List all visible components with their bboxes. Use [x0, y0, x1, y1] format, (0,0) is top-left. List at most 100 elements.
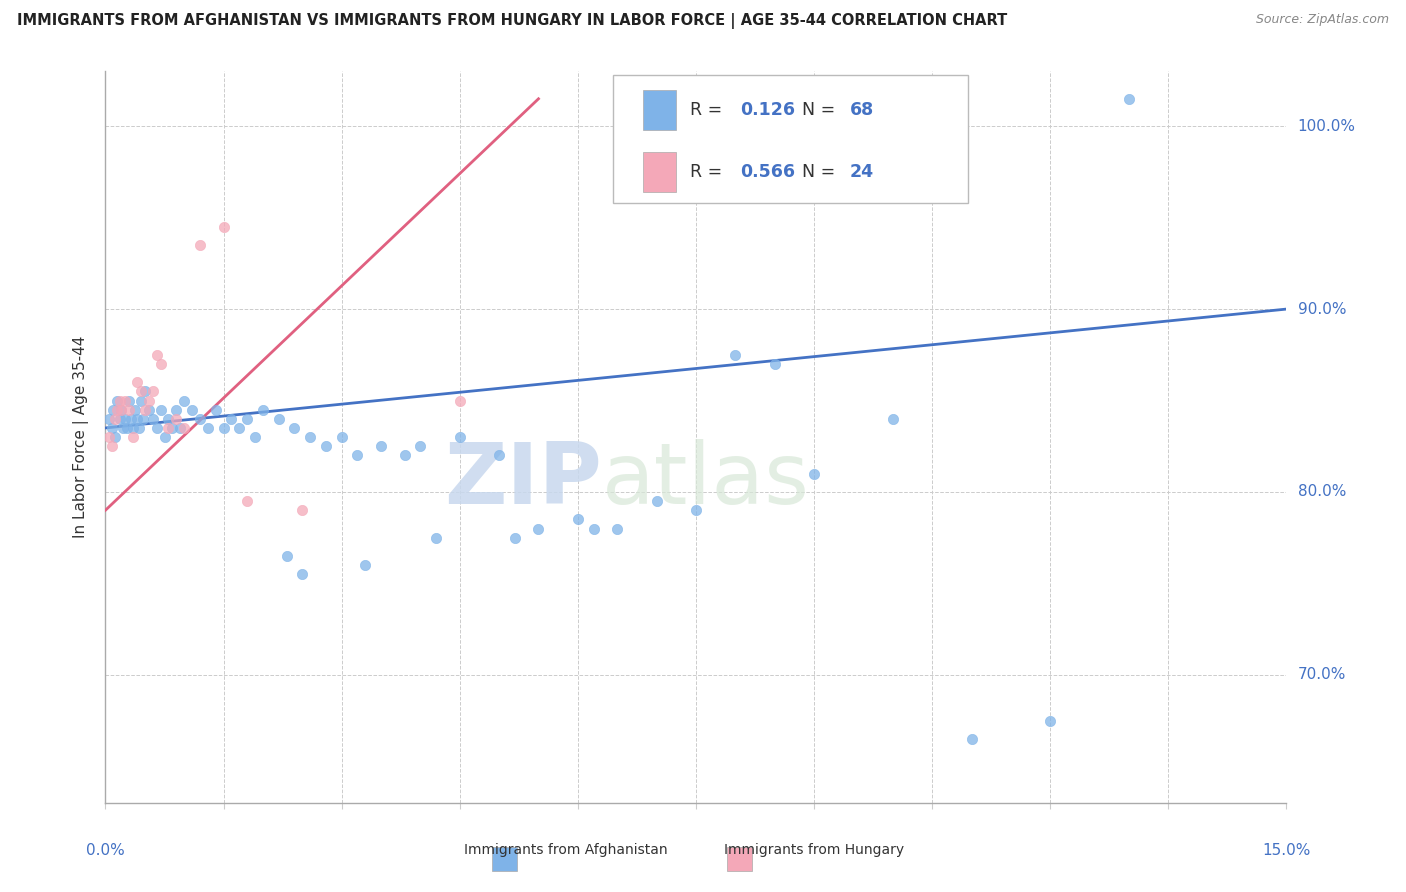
Point [527, 522, 550, 536]
Text: Immigrants from Afghanistan: Immigrants from Afghanistan [464, 843, 668, 857]
Point [125, 412, 148, 426]
Point [134, 384, 156, 399]
Point [165, 402, 187, 417]
Point [117, 421, 139, 435]
Point [145, 348, 167, 362]
Point [122, 421, 145, 435]
Point [763, 357, 786, 371]
Point [503, 531, 526, 545]
Point [108, 393, 131, 408]
Point [236, 494, 259, 508]
Point [315, 439, 337, 453]
Point [243, 430, 266, 444]
Point [267, 412, 290, 426]
Point [449, 393, 471, 408]
Point [104, 430, 127, 444]
Point [1118, 92, 1140, 106]
Text: 0.566: 0.566 [740, 163, 794, 181]
Text: Immigrants from Hungary: Immigrants from Hungary [724, 843, 904, 857]
FancyBboxPatch shape [643, 90, 676, 130]
Point [228, 421, 250, 435]
Point [111, 421, 134, 435]
FancyBboxPatch shape [643, 153, 676, 193]
Point [149, 402, 172, 417]
Point [120, 412, 142, 426]
Point [157, 421, 180, 435]
Point [606, 522, 628, 536]
Point [449, 430, 471, 444]
Point [488, 448, 510, 462]
Point [128, 421, 150, 435]
Point [132, 412, 155, 426]
Point [291, 503, 314, 517]
Point [145, 421, 167, 435]
FancyBboxPatch shape [613, 75, 967, 203]
Point [153, 430, 176, 444]
Point [685, 503, 707, 517]
Text: atlas: atlas [602, 440, 810, 523]
Point [162, 421, 184, 435]
Point [149, 357, 172, 371]
Point [173, 421, 195, 435]
Point [291, 567, 314, 582]
Point [370, 439, 392, 453]
Point [236, 412, 259, 426]
Bar [492, 847, 517, 871]
Point [98, 412, 121, 426]
Text: IMMIGRANTS FROM AFGHANISTAN VS IMMIGRANTS FROM HUNGARY IN LABOR FORCE | AGE 35-4: IMMIGRANTS FROM AFGHANISTAN VS IMMIGRANT… [17, 13, 1007, 29]
Point [882, 412, 904, 426]
Point [299, 430, 322, 444]
Point [100, 421, 122, 435]
Text: R =: R = [690, 101, 728, 120]
Text: N =: N = [803, 101, 841, 120]
Point [138, 402, 160, 417]
Point [567, 512, 589, 526]
Point [346, 448, 368, 462]
Point [204, 402, 226, 417]
Text: 15.0%: 15.0% [1263, 843, 1310, 858]
Point [105, 393, 128, 408]
Text: 24: 24 [849, 163, 873, 181]
Point [276, 549, 298, 563]
Point [98, 430, 121, 444]
Text: 80.0%: 80.0% [1298, 484, 1346, 500]
Point [645, 494, 668, 508]
Point [138, 393, 160, 408]
Point [104, 412, 127, 426]
Point [110, 402, 132, 417]
Point [283, 421, 305, 435]
Point [134, 402, 156, 417]
Point [330, 430, 353, 444]
Point [129, 384, 152, 399]
Point [582, 522, 605, 536]
Text: 90.0%: 90.0% [1298, 301, 1346, 317]
Point [197, 421, 219, 435]
Point [122, 430, 145, 444]
Text: 100.0%: 100.0% [1298, 119, 1355, 134]
Point [188, 412, 211, 426]
Point [118, 393, 141, 408]
Bar [727, 847, 752, 871]
Point [142, 384, 165, 399]
Point [181, 402, 204, 417]
Point [425, 531, 447, 545]
Text: Source: ZipAtlas.com: Source: ZipAtlas.com [1256, 13, 1389, 27]
Point [157, 412, 180, 426]
Point [803, 467, 825, 481]
Point [169, 421, 191, 435]
Text: ZIP: ZIP [444, 440, 602, 523]
Point [100, 439, 122, 453]
Point [724, 348, 747, 362]
Point [103, 402, 125, 417]
Text: 70.0%: 70.0% [1298, 667, 1346, 682]
Point [252, 402, 274, 417]
Point [108, 412, 131, 426]
Point [1039, 714, 1062, 728]
Point [212, 421, 235, 435]
Text: N =: N = [803, 163, 841, 181]
Point [129, 393, 152, 408]
Text: 68: 68 [849, 101, 873, 120]
Point [114, 412, 136, 426]
Point [105, 402, 128, 417]
Point [110, 402, 132, 417]
